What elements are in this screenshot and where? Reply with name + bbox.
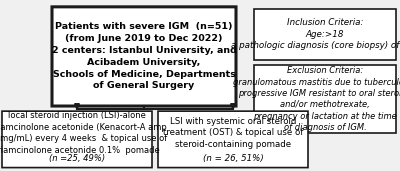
FancyBboxPatch shape bbox=[254, 9, 396, 60]
FancyBboxPatch shape bbox=[52, 7, 236, 106]
Text: (n = 26, 51%): (n = 26, 51%) bbox=[203, 154, 263, 163]
Text: Patients with severe IGM  (n=51)
(from June 2019 to Dec 2022)
2 centers: Istanbu: Patients with severe IGM (n=51) (from Ju… bbox=[52, 22, 236, 90]
Text: (n =25, 49%): (n =25, 49%) bbox=[49, 154, 105, 163]
Text: Inclusion Criteria:
Age:>18
a pathologic diagnosis (core biopsy) of IGM: Inclusion Criteria: Age:>18 a pathologic… bbox=[231, 18, 400, 50]
FancyBboxPatch shape bbox=[254, 65, 396, 133]
FancyBboxPatch shape bbox=[2, 111, 152, 168]
Text: LSI with systemic oral steroid
treatment (OST) & topical use of
steroid-containi: LSI with systemic oral steroid treatment… bbox=[163, 117, 303, 149]
Text: local steroid injection (LSI)-alone
(triamcinolone acetonide (Kenacort-A amp
40 : local steroid injection (LSI)-alone (tri… bbox=[0, 111, 167, 155]
FancyBboxPatch shape bbox=[158, 111, 308, 168]
Text: Exclusion Criteria:
granulomatous mastitis due to tuberculosis,
progressive IGM : Exclusion Criteria: granulomatous mastit… bbox=[233, 66, 400, 132]
